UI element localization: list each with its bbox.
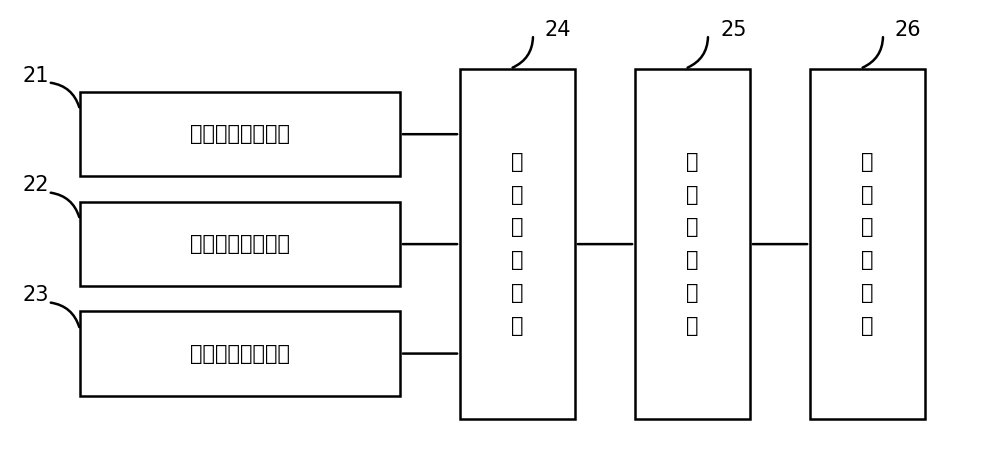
FancyArrowPatch shape <box>863 37 883 68</box>
Text: 电
机
控
制
单
元: 电 机 控 制 单 元 <box>861 152 874 336</box>
Text: 26: 26 <box>895 20 922 40</box>
Bar <box>80 311 400 396</box>
FancyArrowPatch shape <box>51 83 79 107</box>
Bar <box>460 69 575 419</box>
Text: 21: 21 <box>22 65 48 86</box>
Text: 25: 25 <box>720 20 746 40</box>
Bar <box>80 202 400 286</box>
Bar <box>80 92 400 176</box>
Text: 磁
通
计
算
单
元: 磁 通 计 算 单 元 <box>686 152 699 336</box>
Text: 定子电压采样单元: 定子电压采样单元 <box>190 234 290 254</box>
Bar <box>635 69 750 419</box>
FancyArrowPatch shape <box>51 303 79 327</box>
FancyArrowPatch shape <box>513 37 533 68</box>
Text: 电机转速采样单元: 电机转速采样单元 <box>190 344 290 364</box>
Text: 定子电流采样单元: 定子电流采样单元 <box>190 124 290 144</box>
Text: 24: 24 <box>545 20 572 40</box>
Bar <box>810 69 925 419</box>
Text: 23: 23 <box>22 285 48 305</box>
FancyArrowPatch shape <box>51 193 79 217</box>
Text: 坐
标
变
换
单
元: 坐 标 变 换 单 元 <box>511 152 524 336</box>
Text: 22: 22 <box>22 175 48 196</box>
FancyArrowPatch shape <box>688 37 708 68</box>
